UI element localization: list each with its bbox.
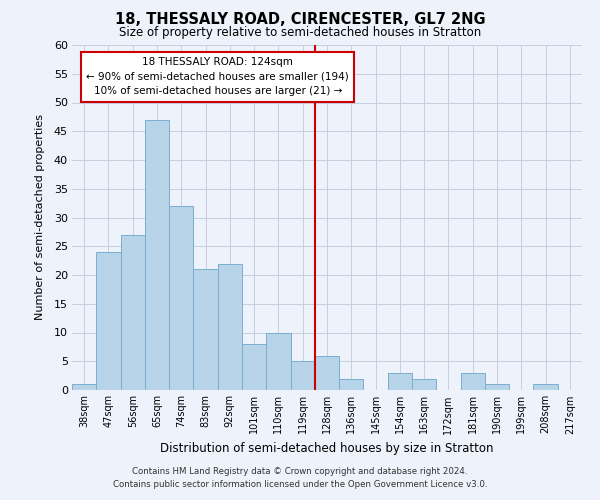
Text: 18, THESSALY ROAD, CIRENCESTER, GL7 2NG: 18, THESSALY ROAD, CIRENCESTER, GL7 2NG [115, 12, 485, 28]
Bar [242, 344, 266, 390]
Bar [72, 384, 96, 390]
Bar [121, 235, 145, 390]
Bar [96, 252, 121, 390]
Y-axis label: Number of semi-detached properties: Number of semi-detached properties [35, 114, 46, 320]
Bar [533, 384, 558, 390]
Bar [461, 373, 485, 390]
Text: Contains HM Land Registry data © Crown copyright and database right 2024.
Contai: Contains HM Land Registry data © Crown c… [113, 467, 487, 489]
Text: 18 THESSALY ROAD: 124sqm
← 90% of semi-detached houses are smaller (194)
10% of : 18 THESSALY ROAD: 124sqm ← 90% of semi-d… [86, 57, 349, 96]
Bar [315, 356, 339, 390]
Text: Size of property relative to semi-detached houses in Stratton: Size of property relative to semi-detach… [119, 26, 481, 39]
Bar [266, 332, 290, 390]
Bar [193, 269, 218, 390]
X-axis label: Distribution of semi-detached houses by size in Stratton: Distribution of semi-detached houses by … [160, 442, 494, 455]
Bar [218, 264, 242, 390]
Bar [290, 361, 315, 390]
Bar [412, 378, 436, 390]
Bar [145, 120, 169, 390]
Bar [388, 373, 412, 390]
Bar [485, 384, 509, 390]
Bar [169, 206, 193, 390]
Bar [339, 378, 364, 390]
